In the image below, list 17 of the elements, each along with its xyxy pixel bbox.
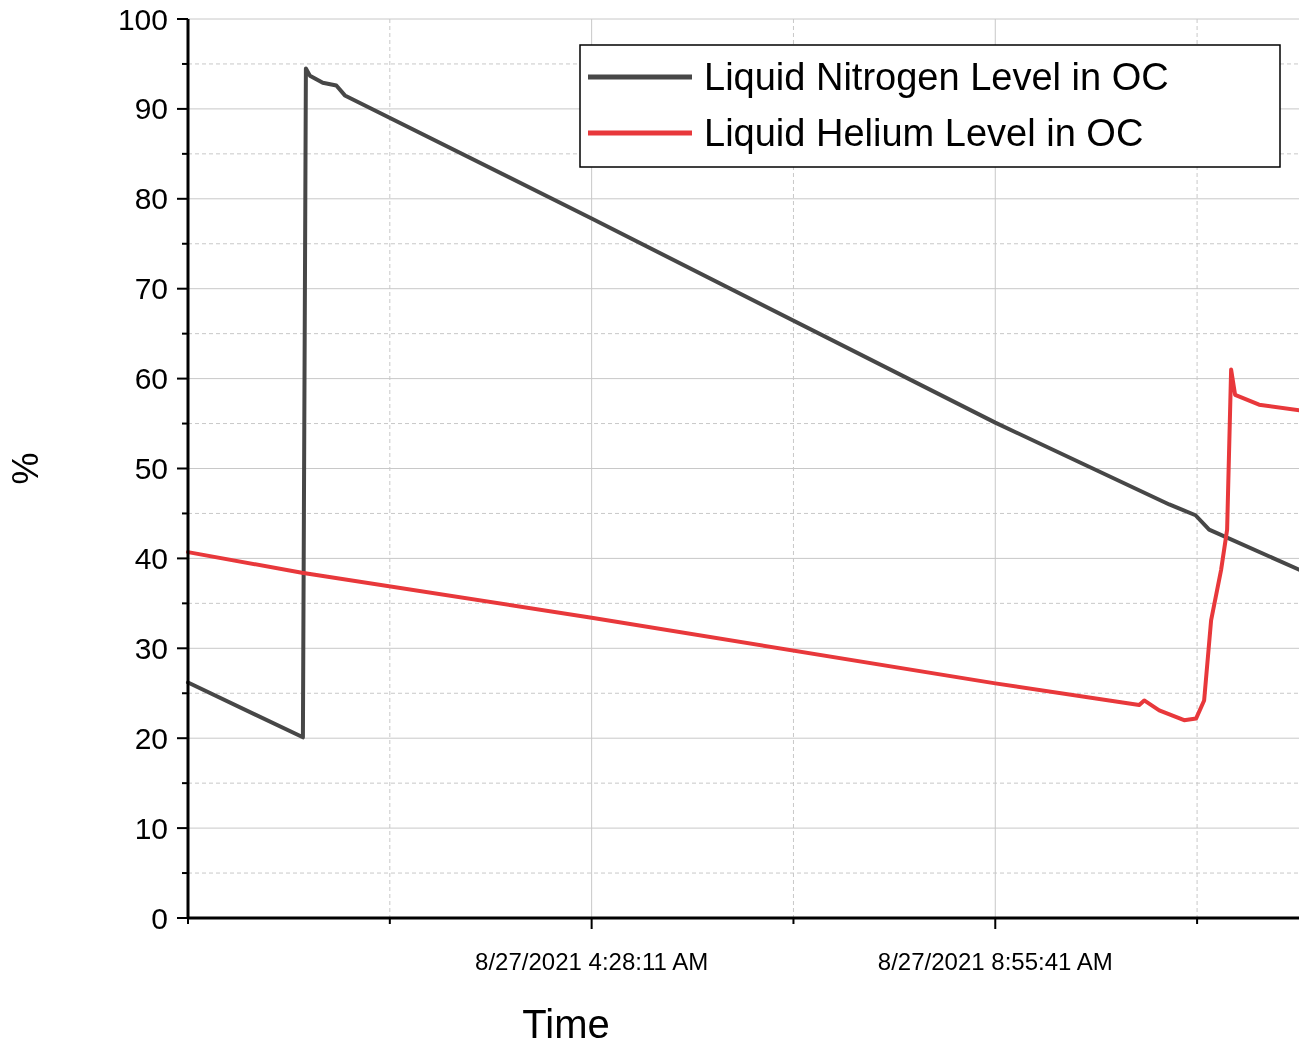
y-tick-label: 0 bbox=[151, 901, 168, 935]
legend-label: Liquid Nitrogen Level in OC bbox=[704, 56, 1169, 99]
x-tick-label: 8/27/2021 8:55:41 AM bbox=[877, 948, 1113, 975]
y-tick-label: 60 bbox=[134, 362, 168, 396]
y-tick-label: 100 bbox=[117, 2, 168, 36]
y-tick-label: 70 bbox=[134, 272, 168, 306]
y-tick-label: 10 bbox=[134, 811, 168, 845]
y-tick-label: 50 bbox=[134, 452, 168, 485]
y-tick-label: 90 bbox=[134, 92, 168, 126]
y-tick-label: 20 bbox=[134, 721, 168, 755]
legend-label: Liquid Helium Level in OC bbox=[704, 112, 1144, 155]
y-tick-label: 30 bbox=[134, 631, 168, 665]
x-tick-label: 8/27/2021 4:28:11 AM bbox=[475, 948, 709, 975]
x-axis-title: Time bbox=[522, 1002, 610, 1044]
y-tick-label: 80 bbox=[134, 182, 168, 216]
y-tick-label: 40 bbox=[134, 541, 168, 575]
y-axis-title: % bbox=[5, 452, 46, 485]
